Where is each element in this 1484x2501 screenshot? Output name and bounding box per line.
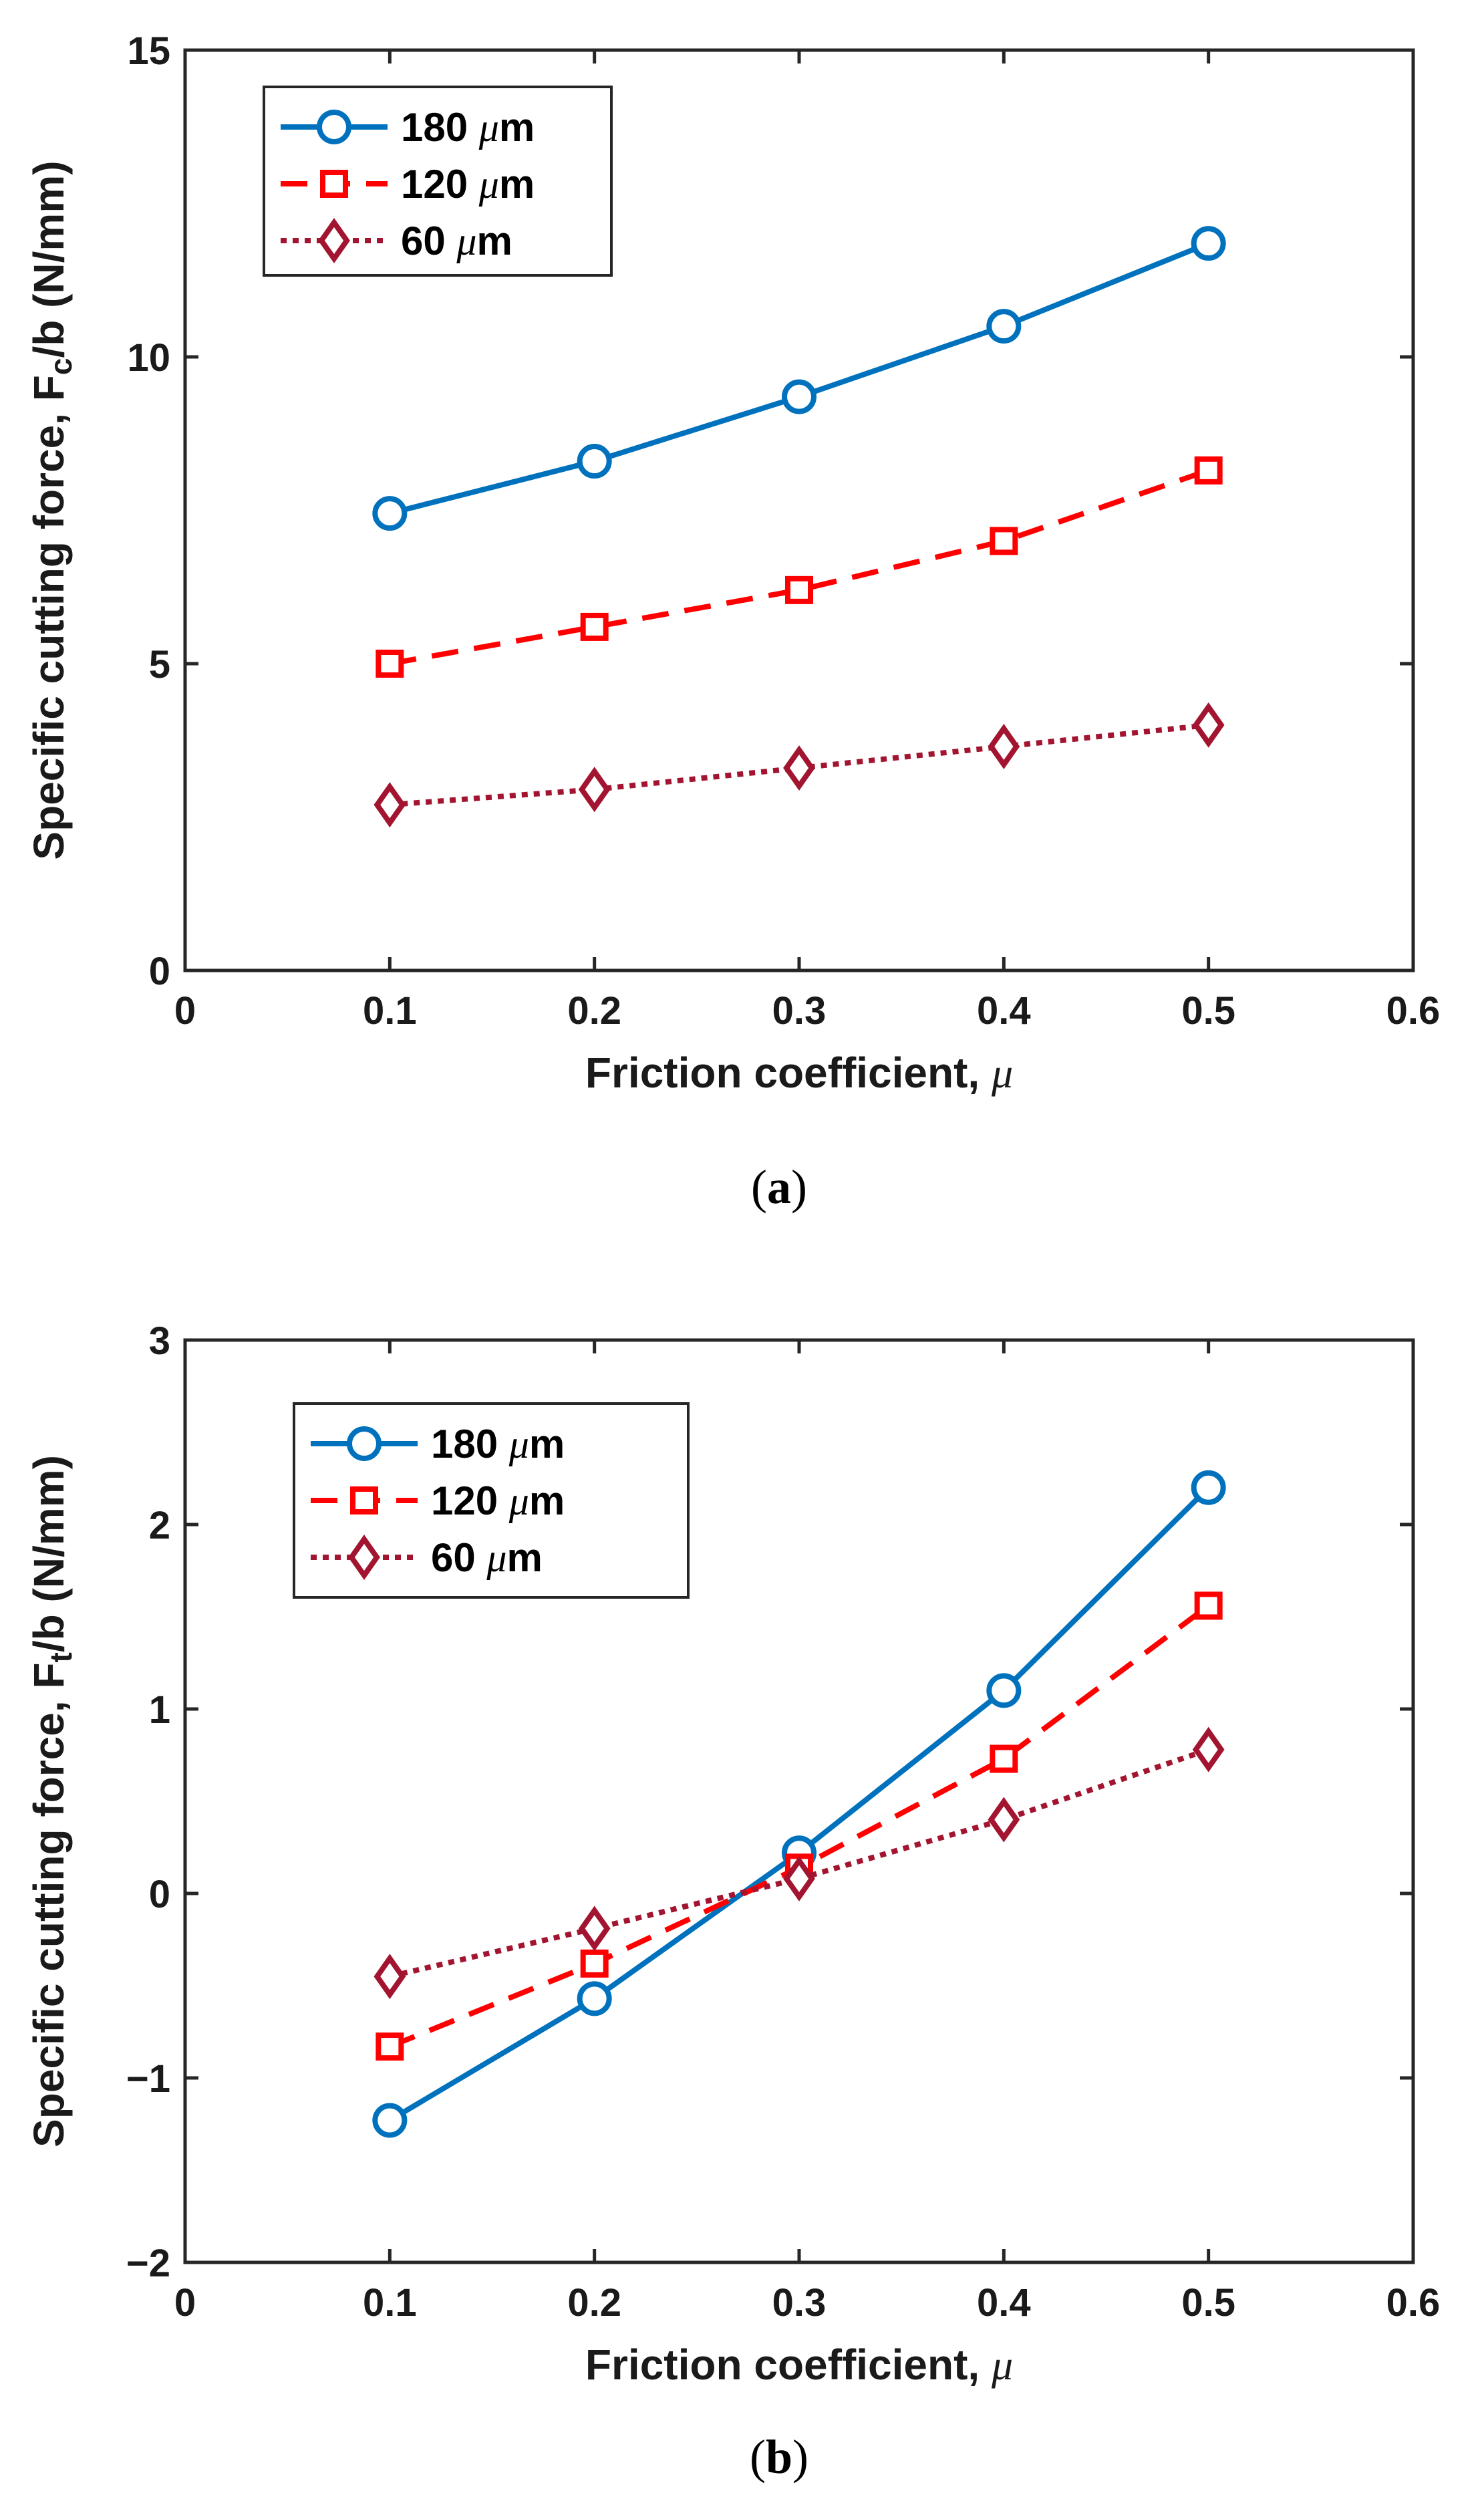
data-point [1191,226,1226,261]
y-tick-label: 0 [149,950,170,993]
legend-marker [347,1426,382,1461]
data-point [578,1905,611,1952]
data-point [372,2103,408,2138]
series-2 [374,702,1225,828]
legend-label: 60 μm [401,219,512,263]
x-axis-label: Friction coefficient, μ [585,2341,1013,2389]
panel-caption-b: (b) [750,2430,808,2484]
x-tick-label: 0.1 [363,2281,417,2325]
y-tick-label: 15 [127,29,170,73]
data-point [1194,1591,1223,1620]
x-tick-label: 0.3 [772,989,827,1033]
y-tick-label: 10 [127,336,170,380]
data-point [986,1673,1022,1708]
legend-label: 120 μm [431,1478,565,1523]
panel-caption-a: (a) [751,1160,807,1214]
x-tick-label: 0 [174,989,196,1033]
data-point [782,379,817,414]
legend-marker [350,1486,378,1515]
x-tick-label: 0.4 [977,989,1031,1033]
x-axis-label: Friction coefficient, μ [585,1049,1013,1097]
data-point [577,444,612,479]
chart-panel-a: 0 0.1 0.2 0.3 0.4 0.5 0.6 0 5 10 15 Friction coeffi… [25,29,1440,1097]
x-tick-label: 0 [174,2281,196,2325]
legend-marker [348,1535,380,1580]
series-1 [376,456,1223,678]
data-point [376,650,404,678]
y-tick-label: −1 [126,2057,170,2101]
legend-label: 180 μm [401,105,535,150]
x-tick-label: 0.5 [1181,989,1235,1033]
data-point [783,745,815,791]
x-tick-label: 0.1 [363,989,417,1033]
legend: 180 μm 120 μm 60 μm [263,86,613,277]
data-point [580,612,609,641]
y-tick-label: 2 [149,1504,170,1547]
data-point [376,2032,404,2061]
data-point [1192,702,1225,748]
y-tick-label: 5 [149,643,170,686]
data-point [1191,1470,1226,1505]
legend: 180 μm 120 μm 60 μm [293,1402,690,1599]
y-tick-label: 3 [149,1319,170,1363]
data-point [986,309,1022,344]
y-axis-label: Specific cutting force, Fc/b (N/mm) [25,160,78,860]
legend-marker [320,170,348,198]
data-point [374,782,406,828]
legend-label: 120 μm [401,162,535,207]
data-point [577,1981,612,2016]
series-line [389,468,1209,666]
x-tick-label: 0.3 [772,2281,827,2325]
chart-panel-b: 0 0.1 0.2 0.3 0.4 0.5 0.6 −2 −1 0 1 2 3 Friction coef… [25,1319,1440,2389]
data-point [988,1797,1020,1843]
legend-marker [318,218,350,263]
x-tick-label: 0.6 [1386,989,1441,1033]
legend-marker [317,110,351,144]
x-tick-label: 0.6 [1386,2281,1441,2325]
y-axis-label: Specific cutting force, Ft/b (N/mm) [25,1455,78,2147]
data-point [372,496,408,531]
data-point [783,1855,815,1901]
x-tick-label: 0.2 [567,2281,621,2325]
y-tick-label: −2 [126,2242,170,2285]
series-0 [372,1470,1226,2138]
data-point [990,1744,1018,1773]
data-point [580,1949,609,1978]
y-tick-label: 0 [149,1873,170,1916]
x-tick-label: 0.2 [567,989,621,1033]
data-point [578,767,611,813]
x-tick-label: 0.4 [977,2281,1031,2325]
series-0 [372,226,1226,531]
data-point [988,723,1020,769]
y-tick-label: 1 [149,1688,170,1732]
legend-label: 180 μm [431,1422,565,1466]
data-point [990,527,1018,555]
data-point [785,575,813,604]
legend-label: 60 μm [431,1535,543,1580]
data-point [1194,456,1223,485]
data-point [1192,1726,1225,1772]
x-tick-label: 0.5 [1181,2281,1235,2325]
series-2 [374,1726,1225,2000]
data-point [374,1954,406,2000]
